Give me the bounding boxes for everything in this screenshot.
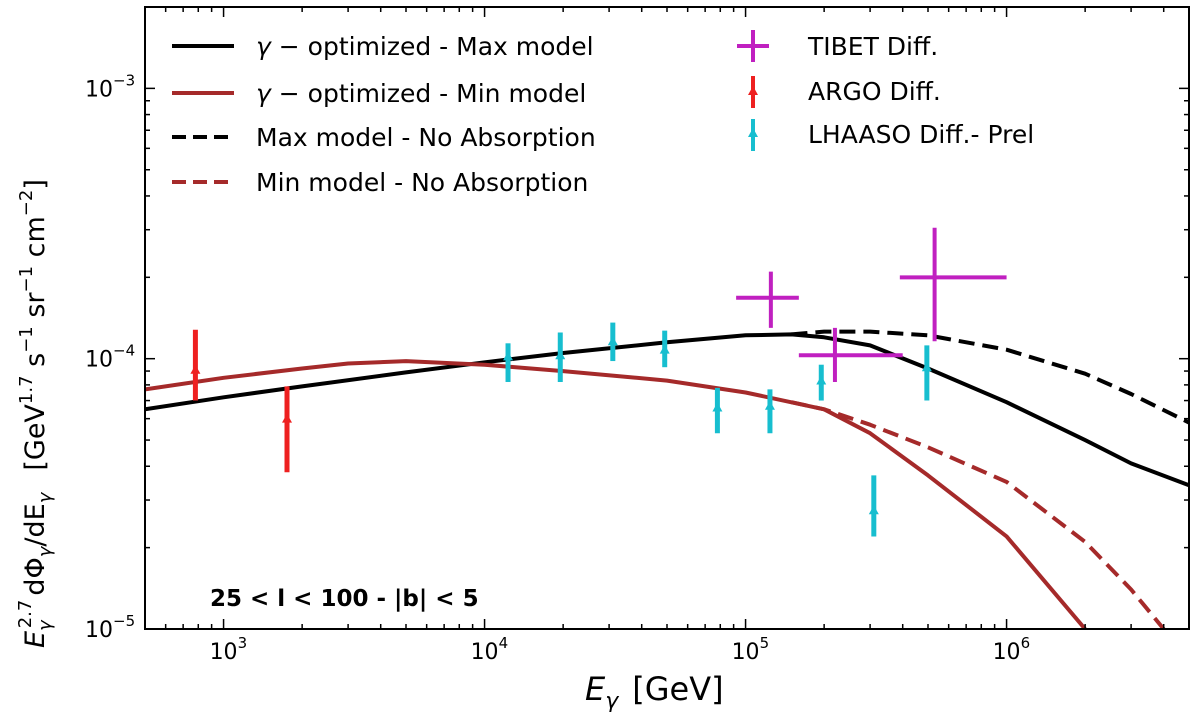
y-axis-label-units-mid3: cm xyxy=(20,216,51,266)
data-point-lhaaso-7 xyxy=(868,475,879,537)
y-tick-label-0: 10−5 xyxy=(85,612,135,643)
marker-lhaaso-4 xyxy=(712,402,723,412)
data-point-argo-1 xyxy=(282,386,293,473)
y-axis-label-units-mid1: s xyxy=(20,353,51,376)
marker-lhaaso-1 xyxy=(555,350,566,360)
y-axis-label-slash-sub: γ xyxy=(35,491,56,503)
data-point-lhaaso-0 xyxy=(503,343,514,382)
y-axis-label-e-sub: γ xyxy=(35,619,56,631)
x-tick-label-2: 105 xyxy=(732,634,770,665)
legend-label-max-model: γ − optimized - Max model xyxy=(256,32,594,61)
plot-frame xyxy=(144,6,1190,630)
legend-label-min-noabs: Min model - No Absorption xyxy=(256,168,588,197)
x-axis-label-sub: γ xyxy=(605,689,619,712)
y-axis-label-units-s2: −1 xyxy=(16,326,37,353)
marker-lhaaso-8 xyxy=(921,362,932,372)
legend-label-min-model: γ − optimized - Min model xyxy=(256,79,586,108)
x-axis-label-main: E xyxy=(585,670,606,708)
legend-label-max-noabs: Max model - No Absorption xyxy=(256,123,596,152)
data-point-lhaaso-5 xyxy=(764,389,775,434)
marker-lhaaso-2 xyxy=(607,336,618,346)
legend: γ − optimized - Max model γ − optimized … xyxy=(172,30,1034,197)
y-axis-label-deriv: dΦ xyxy=(20,557,51,595)
y-axis-label-units-close: ] xyxy=(20,179,51,190)
marker-lhaaso-5 xyxy=(764,400,775,410)
legend-marker-tibet xyxy=(737,30,769,62)
data-point-lhaaso-1 xyxy=(555,332,566,382)
legend-marker-argo xyxy=(748,76,758,108)
legend-label-max-model-rest: optimized - Max model xyxy=(300,32,594,61)
data-point-lhaaso-3 xyxy=(659,330,670,368)
y-tick-label-1: 10−4 xyxy=(85,342,135,373)
data-point-argo-0 xyxy=(190,329,201,401)
legend-label-argo: ARGO Diff. xyxy=(808,77,941,106)
data-layer xyxy=(145,227,1189,629)
legend-marker-lhaaso xyxy=(748,119,758,151)
marker-lhaaso-7 xyxy=(868,505,879,515)
marker-argo-0 xyxy=(190,364,201,374)
x-axis-label-unit: [GeV] xyxy=(632,670,723,708)
ticks-layer: 103 104 105 106 10−5 10−4 10−3 xyxy=(85,6,1190,665)
series-line-0 xyxy=(145,332,1189,488)
series-line-2 xyxy=(791,329,1189,425)
data-point-tibet-1 xyxy=(798,327,903,382)
legend-label-tibet: TIBET Diff. xyxy=(807,32,938,61)
data-point-lhaaso-2 xyxy=(607,322,618,362)
series-line-1 xyxy=(145,359,1087,629)
y-axis-label-units-mid2: sr xyxy=(20,292,51,327)
y-axis-label-units-s1: 1.7 xyxy=(16,375,37,404)
region-annotation: 25 < l < 100 - |b| < 5 xyxy=(210,586,479,612)
y-axis-label-slash: /dE xyxy=(20,503,51,546)
data-point-lhaaso-8 xyxy=(921,345,932,401)
legend-label-max-model-main: γ − xyxy=(256,32,300,61)
marker-lhaaso-6 xyxy=(816,375,827,385)
marker-lhaaso-3 xyxy=(659,344,670,354)
marker-lhaaso-0 xyxy=(503,351,514,361)
y-axis-label-units-s3: −1 xyxy=(16,266,37,293)
data-point-tibet-0 xyxy=(736,271,799,328)
marker-argo-1 xyxy=(282,413,293,423)
y-axis-label-e-sup: 2.7 xyxy=(15,600,36,629)
x-tick-label-0: 103 xyxy=(210,634,248,665)
data-point-lhaaso-6 xyxy=(816,364,827,401)
legend-label-min-model-main: γ − xyxy=(256,79,300,108)
y-axis-label: Eγ2.7dΦγ/dEγ[GeV1.7 s−1 sr−1 cm−2] xyxy=(15,179,56,648)
x-tick-label-1: 104 xyxy=(471,634,509,665)
data-point-lhaaso-4 xyxy=(712,387,723,434)
y-tick-label-2: 10−3 xyxy=(85,71,135,102)
y-axis-label-e: E xyxy=(20,631,51,648)
legend-label-min-model-rest: optimized - Min model xyxy=(300,79,587,108)
legend-label-lhaaso: LHAASO Diff.- Prel xyxy=(808,120,1034,149)
y-axis-label-deriv-sub: γ xyxy=(35,545,56,557)
x-tick-label-3: 106 xyxy=(993,634,1031,665)
x-axis-label: Eγ [GeV] xyxy=(585,670,724,712)
data-point-tibet-2 xyxy=(899,227,1007,342)
y-axis-label-units-open: [GeV xyxy=(20,404,51,471)
y-axis-label-units-s4: −2 xyxy=(16,190,37,217)
